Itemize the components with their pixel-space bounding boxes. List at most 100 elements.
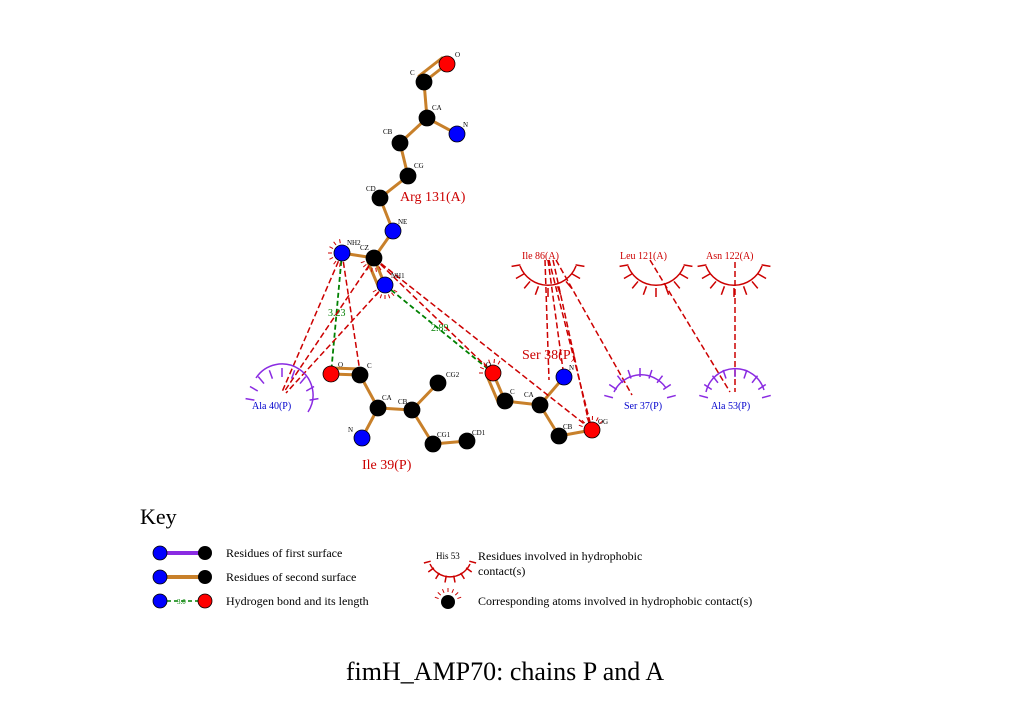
atom-contact-mark [599,420,604,424]
atom-contact-mark [372,289,377,293]
atom-arg-cg [399,167,417,185]
atom-contact-mark [375,292,379,297]
diagram-title: fimH_AMP70: chains P and A [346,657,664,686]
atom-contact-mark [371,267,373,272]
arc-spoke [604,394,614,399]
arc-spoke [648,369,653,379]
hydro-leu121-ala53 [649,259,731,393]
arc-spoke [711,375,719,384]
atoms [322,55,601,453]
arc-spoke [743,369,748,379]
arc-spoke [565,280,573,289]
hydrogen-bonds [330,252,494,375]
atom-arg-cb [391,134,409,152]
arc-spoke [742,286,748,296]
label-ser-c: C [510,388,515,396]
arc-ala40 [245,363,319,413]
arc-leu121 [619,264,693,297]
arc-spoke [309,397,319,401]
hydro-label-ser37: Ser 37(P) [624,401,662,412]
hbond-length-2: 2.89 [431,323,449,334]
atom-arg-nh2 [333,244,351,262]
label-arg-nh1: NH1 [391,272,405,280]
arc-spoke [623,273,633,280]
label-ile-c: C [367,362,372,370]
hbond-nh1-o-ser [384,284,494,374]
label-ile-cb: CB [398,398,408,406]
arc-spoke [452,575,456,583]
atom-arg-cd [371,189,389,207]
arc-spoke [245,397,255,401]
key-hbond-o [197,593,213,609]
label-ser-o: O [486,361,491,369]
arc-spoke [575,264,585,268]
atom-contact-mark [360,260,365,264]
arc-spoke [444,575,448,583]
atom-contact-mark [339,262,341,267]
arc-ser37 [604,368,676,399]
key-first-surface-n [152,545,168,561]
label-ile-ca: CA [382,394,392,402]
label-ile-cd1: CD1 [472,429,486,437]
label-ile-o: O [338,361,343,369]
key-hydro-sample-label: His 53 [436,551,460,561]
arc-spoke [523,280,531,289]
arc-spoke [427,567,435,573]
label-ser-ca: CA [524,391,534,399]
key-hydro-atoms-label: Corresponding atoms involved in hydropho… [478,594,752,608]
arc-ala53 [699,367,771,399]
arc-spoke [435,572,440,580]
atom-contact-mark [375,267,377,272]
arc-spoke [679,273,689,280]
atom-ser-og [583,421,601,439]
label-arg-cd: CD [366,185,376,193]
atom-arg-n [448,125,466,143]
key-hbond-label: Hydrogen bond and its length [226,594,369,608]
residue-label-ser38: Ser 38(P) [522,348,576,363]
arc-spoke [257,376,265,385]
label-arg-n: N [463,121,468,129]
key-hydro-atom-marks [434,588,462,600]
atom-contact-mark [339,239,341,244]
atom-ile-ca [369,399,387,417]
atom-ser-n [555,368,573,386]
hydrophobic-contacts [281,252,736,431]
atom-labels: O C CA N CB CG CD NE NH2 CZ NH1 O C CA N… [338,51,608,439]
arc-asn122 [697,264,771,297]
atom-contact-mark [378,266,382,271]
arc-spoke [751,280,759,289]
arc-spoke [534,286,540,296]
key-second-surface-n [152,569,168,585]
atom-contact-mark [393,289,398,293]
key-hydro-atom [441,595,455,609]
label-ser-og: OG [598,418,608,426]
arc-spoke [664,286,670,296]
atom-contact-mark [437,592,442,596]
atom-ile-cd1 [458,432,476,450]
hydro-cz-o-ser [373,257,494,374]
arc-spoke [249,385,259,392]
atom-contact-mark [451,588,455,594]
hydro-label-ala40: Ala 40(P) [252,401,291,412]
arc-spoke [720,286,726,296]
hydro-nh2-c-ile [341,252,361,373]
atom-arg-ne [384,222,402,240]
atom-contact-mark [497,360,501,365]
arc-spoke [757,383,767,391]
atom-contact-mark [333,260,337,265]
atom-contact-mark [379,294,383,299]
arc-spoke [515,273,525,280]
atom-contact-mark [329,257,334,260]
arc-spoke [761,394,771,399]
atom-contact-mark [480,366,485,370]
arc-spoke [627,369,632,379]
arc-spoke [608,383,618,391]
arc-spoke [290,369,296,379]
residue-label-ile39: Ile 39(P) [362,458,412,473]
label-arg-c: C [410,69,415,77]
atom-arg-nh1 [376,276,394,294]
hydro-ile86-n-ser [547,259,565,378]
key-second-surface-c [198,570,212,584]
atom-contact-mark [333,241,337,246]
